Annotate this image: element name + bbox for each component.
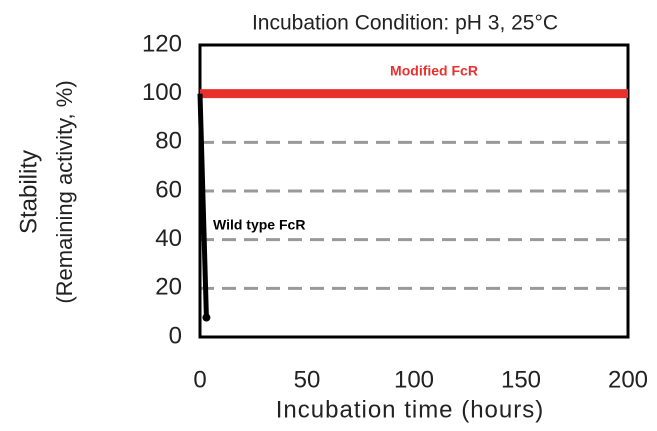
y-tick-label: 80 — [155, 128, 182, 155]
series-line — [197, 93, 209, 318]
x-tick-label: 50 — [294, 366, 321, 393]
plot-frame — [198, 43, 630, 339]
y-tick-label: 40 — [155, 225, 182, 252]
y-tick-label: 120 — [142, 30, 182, 57]
y-tick-label: 20 — [155, 274, 182, 301]
series-label: Wild type FcR — [213, 217, 305, 233]
y-tick-label: 60 — [155, 176, 182, 203]
series-label: Modified FcR — [390, 63, 478, 79]
y-tick-label: 100 — [142, 79, 182, 106]
data-point — [202, 313, 211, 322]
y-axis-label: Stability — [15, 150, 42, 234]
x-tick-label: 0 — [193, 366, 206, 393]
x-tick-label: 200 — [608, 366, 648, 393]
x-axis-label: Incubation time (hours) — [276, 396, 544, 423]
chart-title: Incubation Condition: pH 3, 25°C — [252, 12, 558, 35]
x-tick-label: 100 — [394, 366, 434, 393]
x-tick-label: 150 — [501, 366, 541, 393]
y-axis-label: (Remaining activity, %) — [52, 80, 77, 303]
y-tick-label: 0 — [169, 322, 182, 349]
